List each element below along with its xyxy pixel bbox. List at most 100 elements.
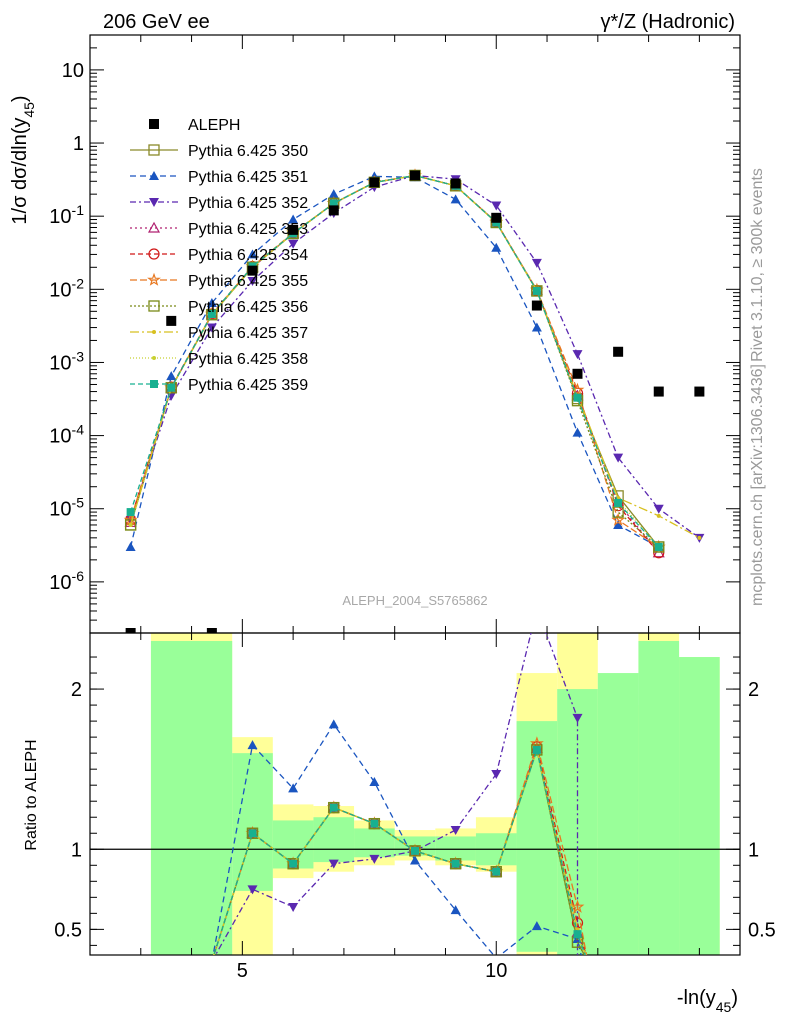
legend-label-9: Pythia 6.425 359	[188, 377, 308, 394]
main-line-series-9	[129, 174, 660, 548]
main-ytick-label-3: 10-3	[49, 348, 84, 374]
ratio-point-series-5	[529, 736, 544, 750]
ratio-xlabel: -ln(y45)	[677, 987, 738, 1015]
main-point-series-2	[247, 276, 258, 286]
main-point-series-9	[207, 309, 216, 318]
ratio-point-series-6	[449, 858, 462, 870]
ratio-band-inner-11	[638, 641, 680, 955]
main-point-series-8	[128, 522, 133, 527]
rivet-label: Rivet 3.1.10, ≥ 300k events	[749, 168, 766, 362]
ratio-point-series-1	[531, 921, 542, 931]
ratio-point-series-2	[450, 826, 461, 836]
main-point-series-7	[656, 513, 661, 518]
main-point-series-2	[288, 239, 299, 249]
main-ylabel: 1/σ dσ/dln(y45)	[9, 95, 37, 224]
main-point-series-5	[123, 512, 138, 526]
main-point-series-1	[166, 371, 177, 381]
ratio-frame	[89, 632, 741, 956]
main-point-series-9	[654, 542, 663, 551]
ratio-point-series-9	[248, 829, 257, 838]
legend-marker-0	[148, 144, 160, 156]
aleph-point	[572, 368, 583, 379]
ratio-band-inner-10	[597, 673, 639, 955]
legend-label-1: Pythia 6.425 351	[188, 169, 308, 186]
ratio-ytick-label-1: 1	[71, 839, 82, 861]
ratio-point-series-2	[247, 885, 258, 895]
main-point-series-2	[653, 504, 664, 514]
ratio-ytick-label-right-0: 0.5	[748, 919, 776, 941]
main-ytick-label-5: 10-1	[49, 202, 84, 228]
main-point-series-2	[613, 453, 624, 463]
legend-label-4: Pythia 6.425 354	[188, 247, 308, 264]
ratio-band-inner-12	[679, 657, 720, 955]
main-point-series-5	[611, 512, 626, 526]
main-point-series-7	[697, 535, 702, 540]
legend-marker-2	[149, 198, 159, 207]
main-ytick-label-0: 10-6	[49, 568, 84, 594]
legend-label-2: Pythia 6.425 352	[188, 195, 308, 212]
main-point-series-2	[572, 350, 583, 360]
main-point-series-9	[614, 498, 623, 507]
main-point-series-6	[124, 519, 137, 531]
ratio-point-series-1	[288, 783, 299, 793]
aleph-point	[531, 300, 542, 311]
legend-marker-9	[150, 380, 158, 388]
main-ytick-label-6: 1	[73, 133, 84, 155]
ratio-point-series-6	[409, 845, 421, 857]
ratio-point-series-9	[532, 745, 541, 754]
main-line-series-1	[129, 175, 660, 548]
aleph-point	[166, 315, 177, 326]
ratio-uncertainty-bands	[150, 633, 720, 955]
main-point-series-1	[328, 189, 339, 199]
ratio-point-series-5	[570, 899, 585, 913]
main-point-series-9	[573, 393, 582, 402]
ratio-band-inner-1	[232, 753, 273, 891]
legend-label-0: Pythia 6.425 350	[188, 143, 308, 160]
legend-marker-7	[152, 330, 156, 334]
aleph-point	[450, 178, 461, 189]
ratio-point-series-2	[369, 854, 380, 864]
ratio-point-series-2	[328, 859, 339, 869]
legend-label-6: Pythia 6.425 356	[188, 299, 308, 316]
ratio-point-series-2	[491, 769, 502, 779]
main-ytick-label-2: 10-4	[49, 422, 84, 448]
main-panel: 10-6 10-5 10-4 10-3 10-2 10-1 1 10	[49, 34, 741, 634]
ratio-point-series-1	[328, 719, 339, 729]
ratio-point-series-6	[368, 817, 381, 830]
main-point-series-1	[125, 541, 136, 551]
main-point-series-1	[288, 214, 299, 224]
aleph-point	[288, 224, 299, 235]
ratio-ytick-label-0: 0.5	[54, 919, 82, 941]
ratio-point-series-6	[287, 858, 299, 870]
ratio-point-series-1	[247, 740, 258, 750]
main-point-series-6	[531, 285, 543, 297]
ratio-point-series-6	[490, 866, 502, 878]
main-point-series-1	[491, 242, 502, 252]
main-point-series-1	[613, 519, 624, 529]
legend-label-5: Pythia 6.425 355	[188, 273, 308, 290]
legend-marker-4	[148, 248, 160, 260]
main-point-series-9	[532, 286, 541, 295]
ratio-point-series-9	[451, 859, 460, 868]
ratio-point-series-1	[410, 855, 420, 865]
main-point-series-2	[206, 323, 217, 333]
ratio-point-series-2	[572, 713, 583, 723]
legend-marker-3	[147, 221, 161, 233]
legend-label-aleph: ALEPH	[188, 117, 240, 134]
aleph-point	[613, 346, 624, 357]
ratio-point-series-9	[411, 846, 419, 855]
main-point-series-1	[531, 322, 542, 332]
legend: ALEPH Pythia 6.425 350 Pythia 6.425 351 Pyt…	[130, 117, 308, 394]
legend-marker-6	[148, 300, 160, 312]
ratio-ylabel: Ratio to ALEPH	[23, 739, 40, 850]
main-point-series-9	[126, 508, 135, 517]
mcplots-label: mcplots.cern.ch [arXiv:1306.3436]	[749, 364, 766, 606]
aleph-point	[369, 177, 380, 188]
legend-marker-1	[149, 171, 159, 180]
main-ytick-label-1: 10-5	[49, 495, 84, 521]
ratio-series	[212, 633, 588, 955]
right-title: γ*/Z (Hadronic)	[601, 11, 735, 33]
legend-marker-aleph	[149, 119, 159, 129]
aleph-point	[694, 386, 705, 397]
